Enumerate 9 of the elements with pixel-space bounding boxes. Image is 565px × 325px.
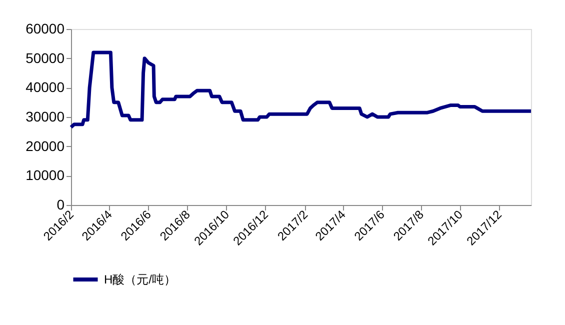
y-tick-label: 30000: [26, 108, 65, 124]
line-series: [69, 50, 533, 130]
y-tick-label: 20000: [26, 138, 65, 154]
y-tick-label: 60000: [26, 20, 65, 36]
y-tick-label: 0: [56, 196, 65, 212]
y-tick-label: 40000: [26, 79, 65, 96]
y-tick-label: 50000: [26, 50, 65, 66]
legend-label: H酸（元/吨）: [104, 272, 176, 286]
y-tick-label: 10000: [26, 167, 65, 184]
